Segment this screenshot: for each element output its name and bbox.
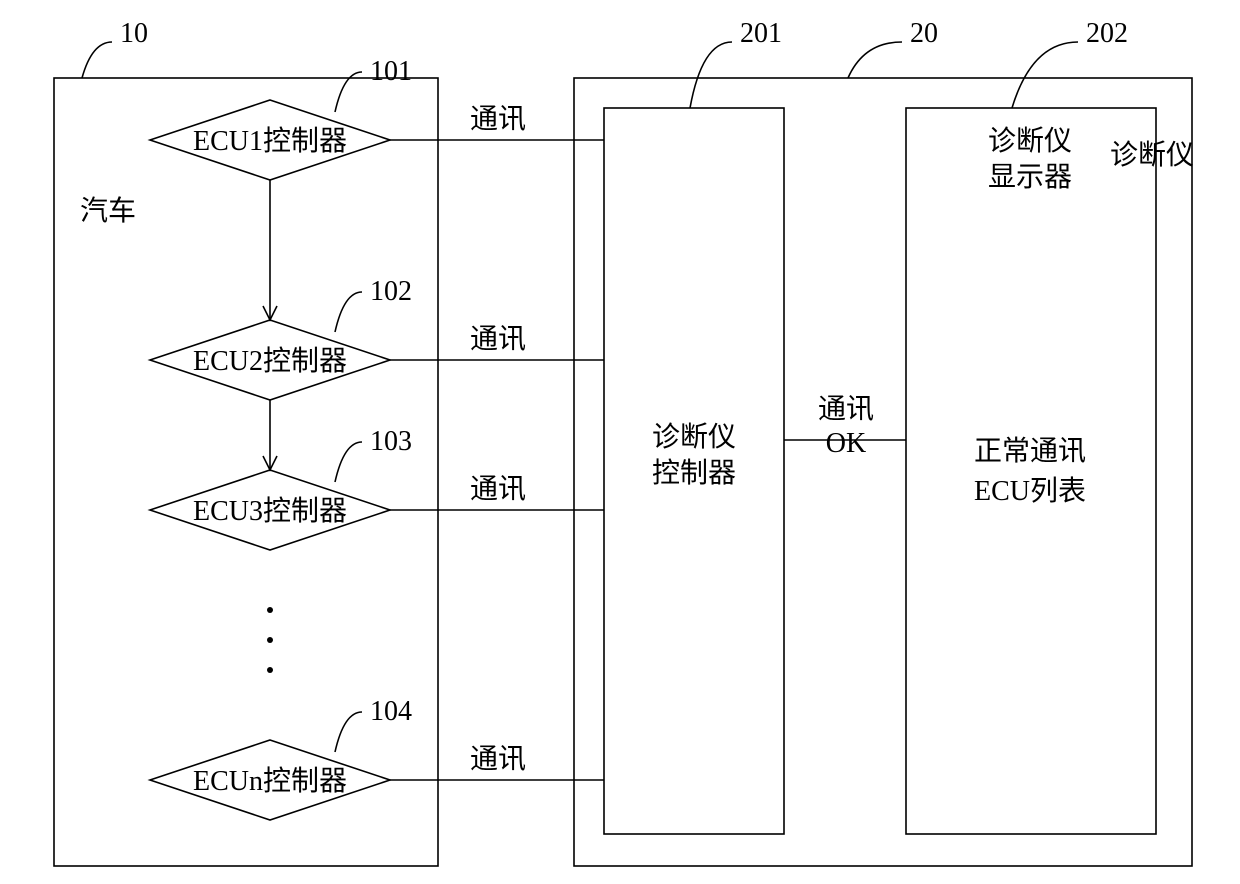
diagnostic-display-header: 诊断仪 (988, 125, 1072, 157)
comm-label-2: 通讯 (470, 324, 526, 355)
ref-104: 104 (370, 696, 412, 727)
comm-label-4: 通讯 (470, 744, 526, 775)
diagnostic-display-body: 正常通讯 (974, 435, 1086, 467)
diagnostic-display-header: 显示器 (988, 162, 1072, 193)
ecu-label-4: ECUn控制器 (193, 765, 347, 797)
ellipsis-dot (267, 637, 273, 643)
diagnostic-controller-label: 控制器 (652, 457, 736, 489)
diagnostic-controller-label: 诊断仪 (652, 421, 736, 453)
ref-202: 202 (1086, 18, 1128, 49)
leader-6 (848, 42, 902, 78)
ref-102: 102 (370, 276, 412, 307)
ellipsis-dot (267, 607, 273, 613)
leader-0 (82, 42, 112, 78)
diagnostic-display-body: ECU列表 (974, 475, 1086, 507)
ecu-label-1: ECU1控制器 (193, 125, 347, 157)
comm-label-1: 通讯 (470, 104, 526, 135)
car-label: 汽车 (80, 195, 136, 227)
ref-201: 201 (740, 18, 782, 49)
comm-ok-label: 通讯 (818, 394, 874, 425)
ref-103: 103 (370, 426, 412, 457)
diagnostic-display-box (906, 108, 1156, 834)
comm-label-3: 通讯 (470, 474, 526, 505)
ecu-label-2: ECU2控制器 (193, 345, 347, 377)
ecu-label-3: ECU3控制器 (193, 495, 347, 527)
ref-10: 10 (120, 18, 148, 49)
diagnostic-label: 诊断仪 (1110, 139, 1194, 171)
ref-20: 20 (910, 18, 938, 49)
ellipsis-dot (267, 667, 273, 673)
ref-101: 101 (370, 56, 412, 87)
comm-ok-label: OK (826, 428, 866, 459)
